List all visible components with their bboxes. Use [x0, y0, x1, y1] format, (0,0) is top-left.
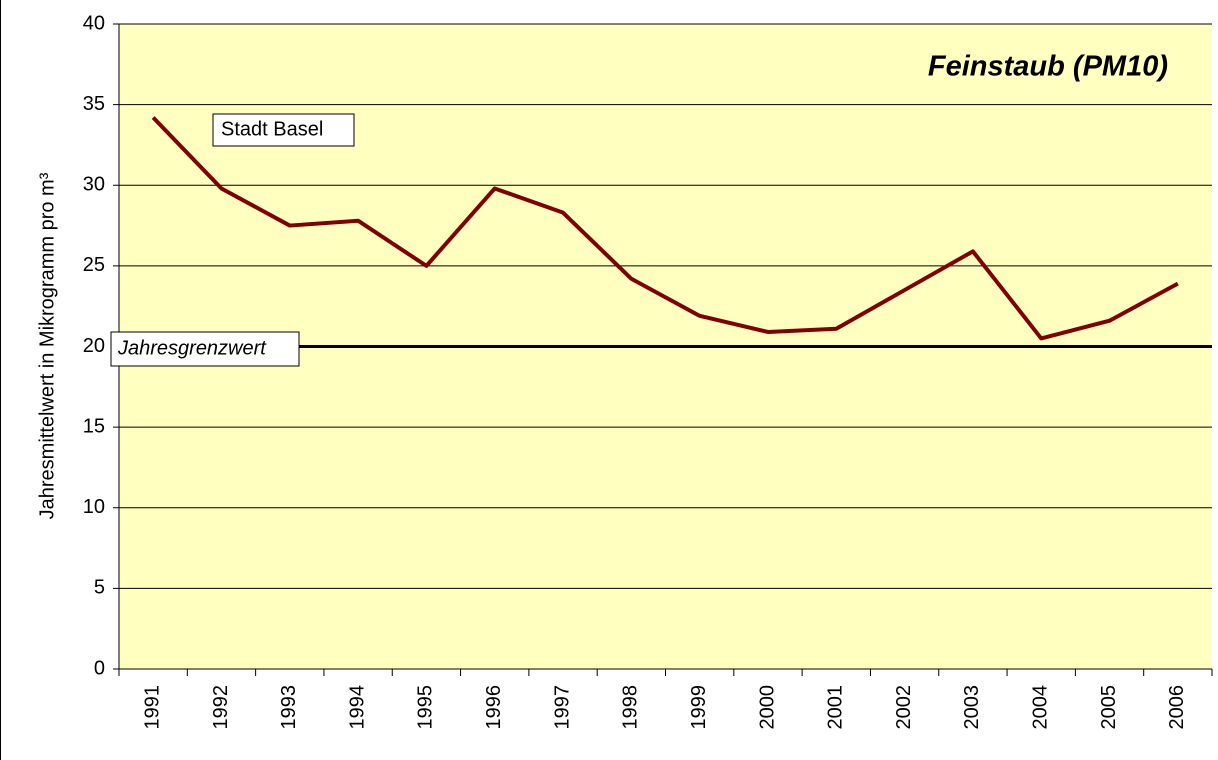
x-tick-label: 2006 [1166, 685, 1188, 730]
x-tick-label: 2002 [893, 685, 915, 730]
y-tick-label: 25 [83, 254, 105, 276]
chart-title: Feinstaub (PM10) [928, 51, 1168, 83]
x-tick-label: 1995 [415, 685, 437, 730]
threshold-label-box [110, 331, 300, 367]
x-tick-label: 1992 [210, 685, 232, 730]
x-tick-label: 1994 [346, 685, 368, 730]
x-tick-label: 2005 [1098, 685, 1120, 730]
y-tick-label: 5 [94, 577, 105, 599]
x-tick-label: 1991 [141, 685, 163, 730]
y-tick-label: 40 [83, 12, 105, 34]
x-tick-label: 2004 [1030, 685, 1052, 730]
y-tick-label: 15 [83, 415, 105, 437]
y-tick-label: 10 [83, 496, 105, 518]
x-tick-label: 2003 [961, 685, 983, 730]
y-tick-label: 30 [83, 174, 105, 196]
x-tick-label: 2000 [756, 685, 778, 730]
y-tick-label: 0 [94, 657, 105, 679]
series-label-box [212, 113, 355, 147]
x-tick-label: 1997 [551, 685, 573, 730]
x-tick-label: 1999 [688, 685, 710, 730]
data-line [151, 116, 1179, 341]
y-axis-label: Jahresmittelwert in Mikrogramm pro m³ [36, 172, 58, 519]
x-tick-label: 1998 [620, 685, 642, 730]
x-tick-label: 1993 [278, 685, 300, 730]
legend-label: Stadt Basel [221, 118, 323, 140]
x-tick-label: 1996 [483, 685, 505, 730]
threshold-label: Jahresgrenzwert [117, 337, 267, 359]
y-tick-label: 20 [83, 335, 105, 357]
x-tick-label: 2001 [825, 685, 847, 730]
y-tick-label: 35 [83, 93, 105, 115]
